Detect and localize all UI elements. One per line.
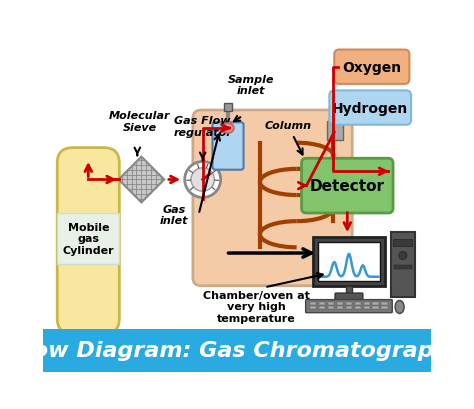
FancyBboxPatch shape [346,306,352,310]
Text: Oxygen: Oxygen [342,61,401,74]
FancyBboxPatch shape [393,265,412,269]
Text: Mobile
gas
Cylinder: Mobile gas Cylinder [63,222,114,255]
Text: Sample
inlet: Sample inlet [228,74,274,96]
Polygon shape [118,157,164,203]
FancyBboxPatch shape [337,302,343,306]
FancyBboxPatch shape [319,306,326,310]
FancyBboxPatch shape [382,302,388,306]
Ellipse shape [395,301,404,314]
FancyBboxPatch shape [313,237,385,286]
FancyBboxPatch shape [57,148,119,334]
Ellipse shape [222,124,234,134]
FancyBboxPatch shape [334,50,410,85]
FancyBboxPatch shape [393,239,412,247]
FancyBboxPatch shape [301,159,393,213]
FancyBboxPatch shape [346,286,352,294]
FancyBboxPatch shape [319,302,326,306]
FancyBboxPatch shape [329,91,411,126]
Text: Molecular
Sieve: Molecular Sieve [109,111,171,133]
Text: Column: Column [265,121,312,131]
FancyBboxPatch shape [373,302,379,306]
FancyBboxPatch shape [364,302,370,306]
FancyBboxPatch shape [212,123,244,170]
FancyBboxPatch shape [306,300,392,313]
FancyBboxPatch shape [43,329,431,372]
FancyBboxPatch shape [328,306,335,310]
FancyBboxPatch shape [355,302,361,306]
FancyBboxPatch shape [335,293,363,300]
Text: Gas
inlet: Gas inlet [160,204,188,226]
FancyBboxPatch shape [318,242,380,281]
FancyBboxPatch shape [337,306,343,310]
FancyBboxPatch shape [310,306,317,310]
FancyBboxPatch shape [193,111,352,286]
Text: Detector: Detector [310,179,385,193]
FancyBboxPatch shape [57,213,119,264]
FancyBboxPatch shape [328,302,335,306]
Circle shape [185,162,221,198]
Circle shape [399,252,407,260]
FancyBboxPatch shape [355,306,361,310]
Circle shape [191,169,214,192]
FancyBboxPatch shape [224,103,232,112]
FancyBboxPatch shape [364,306,370,310]
Text: Chamber/oven at
very high
temperature: Chamber/oven at very high temperature [203,290,310,323]
Text: Hydrogen: Hydrogen [332,101,408,115]
Text: Flow Diagram: Gas Chromatography: Flow Diagram: Gas Chromatography [10,340,464,360]
FancyBboxPatch shape [327,121,343,141]
FancyBboxPatch shape [310,302,317,306]
FancyBboxPatch shape [382,306,388,310]
Text: Gas Flow
regulator: Gas Flow regulator [173,116,232,138]
FancyBboxPatch shape [391,232,415,297]
FancyBboxPatch shape [373,306,379,310]
FancyBboxPatch shape [346,302,352,306]
